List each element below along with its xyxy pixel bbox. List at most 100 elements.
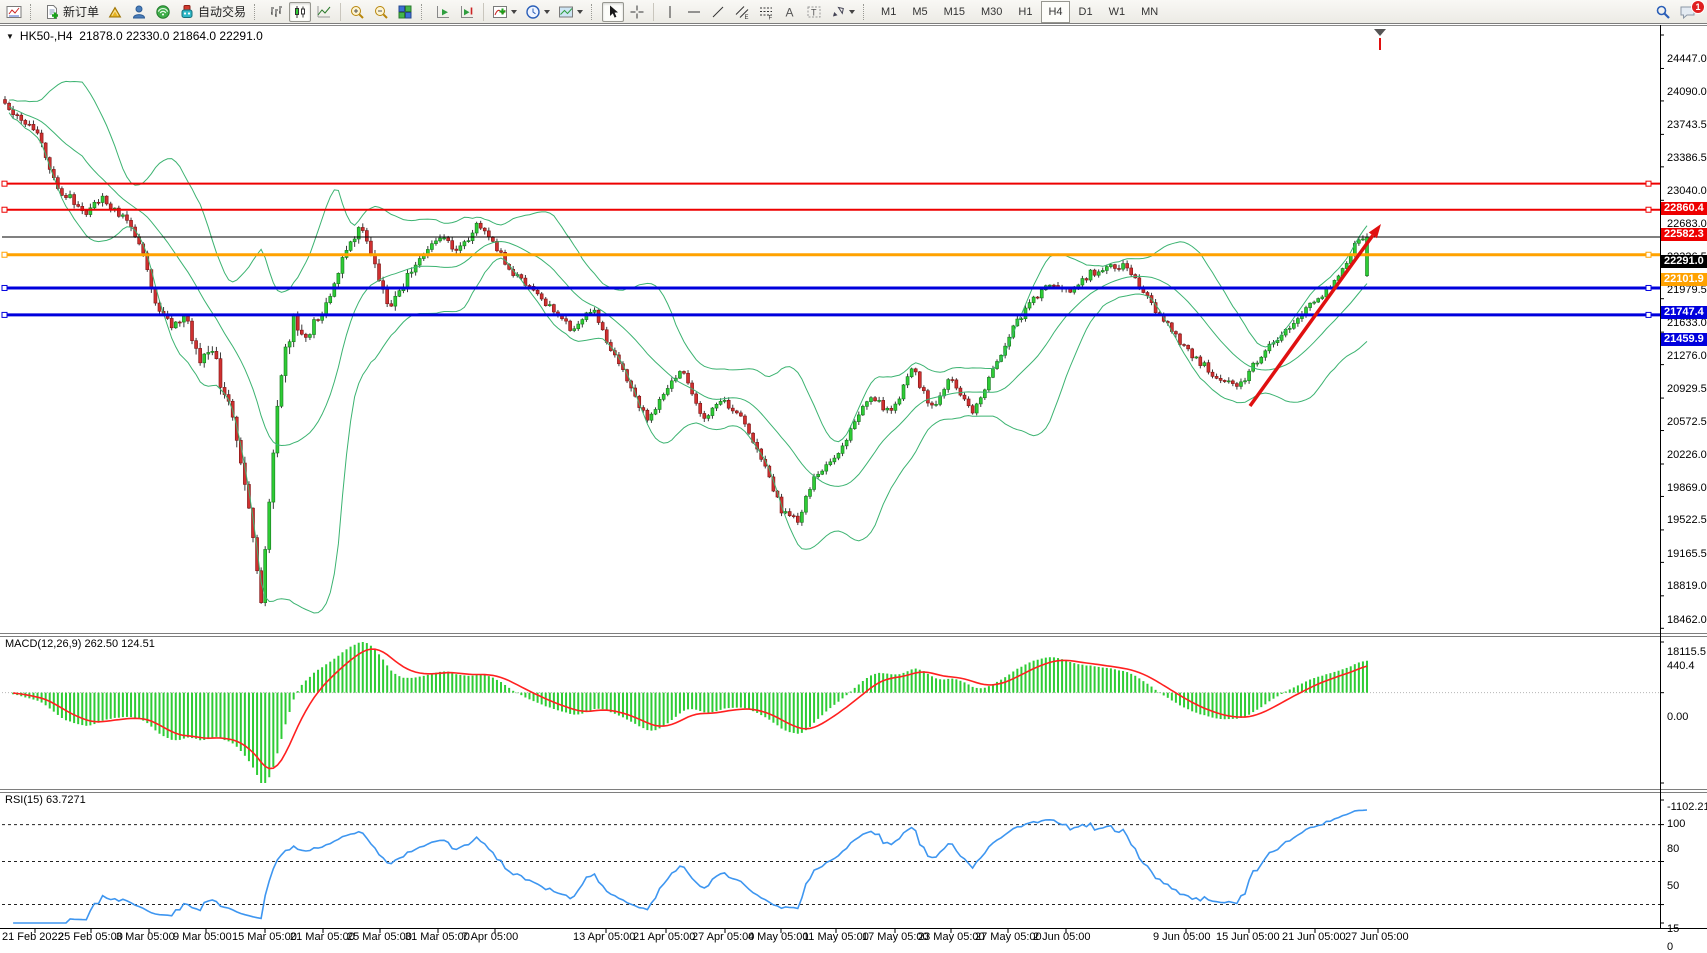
price-axis-label: 20929.5 [1667,382,1707,395]
toolbar-separator [340,2,342,21]
time-axis-label: 2 Jun 05:00 [1033,931,1091,943]
toolbar-separator [653,2,655,21]
shapes-arrows-icon [833,6,844,16]
time-axis-label: 9 Jun 05:00 [1153,931,1211,943]
price-axis-label: 19869.0 [1667,481,1707,494]
equidistant-channel-button[interactable]: E [731,2,753,22]
price-level-badge: 22101.9 [1661,272,1707,286]
bar-chart-button[interactable] [265,2,287,22]
time-axis-label: 9 Mar 05:00 [173,931,232,943]
macd-axis-label: 0.00 [1667,710,1689,723]
navigator-button[interactable] [128,2,150,22]
new-order-button[interactable]: 新订单 [41,2,102,22]
timeframe-m15-button[interactable]: M15 [943,5,965,18]
terminal-button[interactable] [152,2,174,22]
macd-histogram-layer [12,642,1368,783]
crosshair-button[interactable] [626,2,648,22]
rsi-axis-label: 50 [1667,879,1680,892]
notifications-button[interactable]: 1 [1676,0,1705,22]
search-icon [1656,5,1670,19]
price-level-badge: 22582.3 [1661,227,1707,241]
periods-button[interactable] [522,2,553,22]
auto-scroll-button[interactable] [432,2,454,22]
vertical-line-icon [669,5,671,18]
bar-chart-icon [271,5,283,17]
svg-text:F: F [769,15,773,20]
time-axis-label: 15 Mar 05:00 [232,931,297,943]
indicators-button[interactable] [489,2,520,22]
autotrading-button[interactable]: 自动交易 [176,2,249,22]
search-button[interactable] [1652,2,1674,22]
new-chart-button[interactable] [3,2,25,22]
rsi-axis-label: 0 [1667,941,1674,953]
cursor-button[interactable] [602,1,625,22]
timeframe-m30-button[interactable]: M30 [981,5,1003,18]
rsi-axis-label: 100 [1667,818,1686,830]
timeframe-w1-button[interactable]: W1 [1108,5,1126,18]
line-handle [1645,284,1652,291]
line-chart-button[interactable] [313,2,335,22]
shapes-button[interactable] [827,2,858,22]
trendline-button[interactable] [707,2,729,22]
timeframe-mn-button[interactable]: MN [1141,5,1159,18]
text-label-button[interactable]: T [803,2,825,22]
market-watch-button[interactable] [104,2,126,22]
time-axis-label: 21 Mar 05:00 [290,931,355,943]
pane-separator [0,789,1707,790]
chart-canvas [0,25,1707,933]
autotrading-robot-icon [181,4,193,18]
templates-button[interactable] [555,2,586,22]
price-level-badge: 21747.4 [1661,305,1707,319]
price-level-badge: 22291.0 [1661,255,1707,269]
timeframe-d1-button[interactable]: D1 [1078,5,1093,18]
timeframe-m5-button[interactable]: M5 [912,5,928,18]
zoom-out-button[interactable] [370,2,392,22]
chart-menu-arrow-icon[interactable]: ▼ [6,32,14,41]
pane-separator [0,636,1707,637]
macd-axis-label: 440.4 [1667,660,1695,672]
crosshair-icon [630,5,644,18]
pane-separator [0,633,1707,634]
price-axis-label: 20226.0 [1667,448,1707,461]
timeframe-h1-button[interactable]: H1 [1018,5,1033,18]
line-handle [1645,206,1652,213]
text-label-icon: T [807,6,821,17]
price-axis-label: 21276.0 [1667,350,1707,363]
fibonacci-button[interactable]: F [755,2,777,22]
horizontal-line-button[interactable] [683,2,705,22]
candles-layer [3,96,1369,607]
zoom-in-button[interactable] [346,2,368,22]
toolbar-grip [30,3,36,20]
price-axis-label: 24447.0 [1667,53,1707,65]
chart-window[interactable]: ▼ HK50-,H4 21878.0 22330.0 21864.0 22291.… [0,25,1707,953]
autotrading-label: 自动交易 [198,5,247,19]
price-axis-label: 18819.0 [1667,580,1707,593]
time-axis-label: 15 Jun 05:00 [1216,931,1280,943]
macd-axis-label: -1102.21 [1667,801,1707,813]
vertical-line-button[interactable] [659,2,681,22]
toolbar-grip [254,3,260,20]
svg-text:A: A [786,5,794,19]
rsi-indicator-label: RSI(15) 63.7271 [5,794,86,806]
caret-down-icon [849,9,856,14]
chart-shift-button[interactable] [456,2,478,22]
clock-icon [526,4,540,19]
notification-count-badge: 1 [1691,0,1705,14]
price-axis-label: 24090.0 [1667,86,1707,99]
toolbar-right-tools: 1 [1651,0,1705,22]
candlestick-chart-button[interactable] [289,1,312,22]
chart-shift-icon [461,5,474,18]
timeframe-h4-button[interactable]: H4 [1041,0,1070,23]
price-axis-label: 22683.0 [1667,218,1707,231]
rsi-axis-label: 80 [1667,842,1680,855]
time-axis-label: 25 Feb 05:00 [58,931,123,943]
text-button[interactable]: A [779,2,801,22]
svg-text:T: T [811,7,817,17]
timeframe-m1-button[interactable]: M1 [881,5,897,18]
market-watch-icon [108,6,122,17]
time-axis-label: 21 Jun 05:00 [1282,931,1346,943]
price-level-badge: 21459.9 [1661,332,1707,346]
fibonacci-icon: F [760,7,773,20]
tile-windows-button[interactable] [394,2,416,22]
new-order-label: 新订单 [63,5,100,19]
